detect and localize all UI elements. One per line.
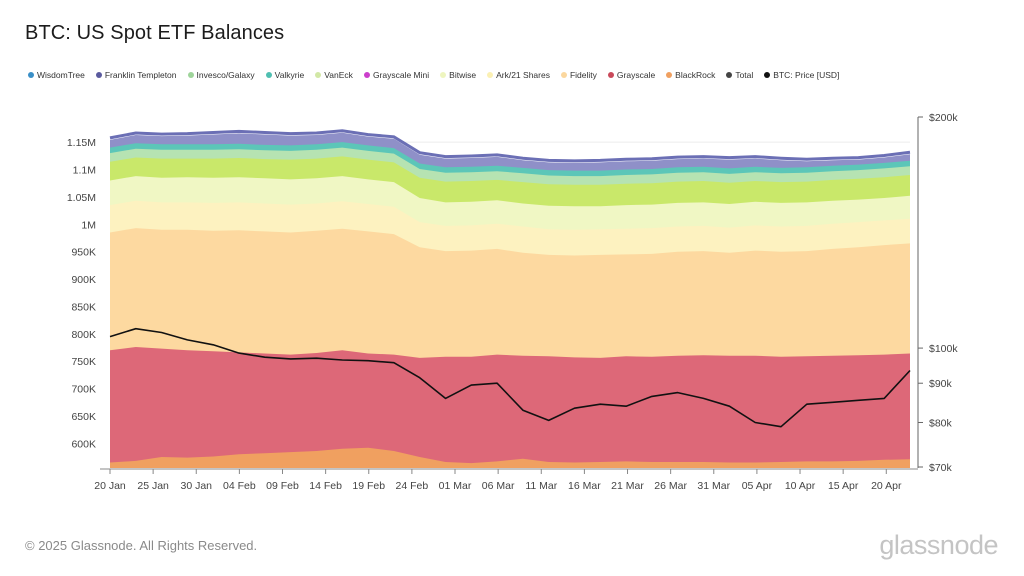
legend-dot: [764, 72, 771, 78]
legend-item[interactable]: Ark/21 Shares: [487, 70, 550, 80]
legend-item[interactable]: BlackRock: [666, 70, 715, 80]
legend-label: Franklin Templeton: [104, 70, 177, 80]
legend-dot: [607, 72, 614, 78]
y-left-tick-label: 850K: [71, 301, 96, 313]
legend-dot: [28, 72, 34, 78]
y-left-tick-label: 1M: [81, 219, 96, 231]
x-tick-label: 06 Mar: [482, 480, 515, 492]
legend-label: Valkyrie: [274, 70, 305, 80]
legend-item[interactable]: Invesco/Galaxy: [187, 70, 255, 80]
legend-label: BlackRock: [675, 70, 716, 80]
x-tick-label: 24 Feb: [396, 480, 429, 492]
y-axis-left: 600K 650K 700K 750K 800K 850K 900K 950K 1M 1.05M 1…: [67, 137, 96, 450]
legend-dot: [265, 72, 272, 78]
x-tick-label: 19 Feb: [352, 480, 385, 492]
x-tick-label: 20 Jan: [94, 480, 126, 492]
legend-dot: [560, 72, 567, 78]
x-axis: 20 Jan 25 Jan 30 Jan 04 Feb 09 Feb 14 Feb 19 F…: [94, 468, 918, 492]
legend-dot: [666, 72, 673, 78]
btc-price-line[interactable]: [109, 327, 911, 428]
legend-item[interactable]: VanEck: [315, 70, 353, 80]
legend-item[interactable]: Fidelity: [560, 70, 597, 80]
legend-item[interactable]: Total: [726, 70, 753, 80]
y-left-tick-label: 1.1M: [73, 165, 96, 177]
x-tick-label: 16 Mar: [568, 480, 601, 492]
y-right-tick-label: $80k: [929, 417, 953, 429]
legend-label: Grayscale: [616, 70, 656, 80]
copyright-text: © 2025 Glassnode. All Rights Reserved.: [25, 538, 258, 553]
x-tick-label: 20 Apr: [871, 480, 902, 492]
legend-item[interactable]: Bitwise: [440, 70, 476, 80]
legend-item[interactable]: Grayscale Mini: [363, 70, 430, 80]
stacked-areas: [109, 129, 911, 469]
x-tick-label: 30 Jan: [180, 480, 212, 492]
x-tick-label: 26 Mar: [654, 480, 687, 492]
legend-label: Ark/21 Shares: [496, 70, 550, 80]
legend-label: WisdomTree: [37, 70, 85, 80]
legend-label: BTC: Price [USD]: [773, 70, 840, 80]
legend-item[interactable]: Grayscale: [607, 70, 656, 80]
y-left-tick-label: 900K: [71, 274, 96, 286]
y-left-tick-label: 950K: [71, 247, 96, 259]
area-grayscale[interactable]: [110, 347, 910, 468]
x-tick-label: 05 Apr: [742, 480, 773, 492]
y-left-tick-label: 800K: [71, 329, 96, 341]
y-axis-right: $70k $80k $90k $100k $200k: [917, 112, 958, 474]
legend-item[interactable]: Valkyrie: [265, 70, 305, 80]
x-tick-label: 14 Feb: [309, 480, 342, 492]
y-left-tick-label: 1.05M: [67, 192, 96, 204]
y-right-tick-label: $90k: [929, 378, 953, 390]
legend-dot: [487, 72, 494, 78]
y-right-tick-label: $200k: [929, 112, 958, 124]
x-tick-label: 01 Mar: [439, 480, 472, 492]
legend-item[interactable]: WisdomTree: [28, 70, 85, 80]
area-blackrock[interactable]: [110, 447, 910, 468]
y-left-tick-label: 750K: [71, 356, 96, 368]
x-tick-label: 31 Mar: [697, 480, 730, 492]
x-tick-label: 04 Feb: [223, 480, 256, 492]
legend-dot: [726, 72, 733, 78]
total-line: [109, 129, 911, 163]
legend-dot: [363, 72, 370, 78]
y-left-tick-label: 1.15M: [67, 137, 96, 149]
chart-title: BTC: US Spot ETF Balances: [25, 22, 285, 44]
legend-dot: [95, 72, 102, 78]
x-tick-label: 09 Feb: [266, 480, 299, 492]
legend-item[interactable]: BTC: Price [USD]: [764, 70, 839, 80]
price-line: [109, 327, 911, 428]
legend-label: Bitwise: [449, 70, 477, 80]
x-tick-label: 15 Apr: [828, 480, 859, 492]
y-left-tick-label: 650K: [71, 411, 96, 423]
legend-dot: [315, 72, 322, 78]
x-tick-label: 11 Mar: [525, 480, 557, 492]
legend-label: Grayscale Mini: [372, 70, 430, 80]
y-right-tick-label: $100k: [929, 343, 958, 355]
y-left-tick-label: 700K: [71, 384, 96, 396]
legend-label: Fidelity: [569, 70, 597, 80]
brand-logo[interactable]: glassnode: [879, 530, 998, 560]
legend-label: Total: [735, 70, 754, 80]
legend-label: VanEck: [324, 70, 353, 80]
legend-dot: [440, 72, 447, 78]
legend-dot: [187, 72, 194, 78]
y-left-tick-label: 600K: [71, 438, 96, 450]
legend: WisdomTree Franklin Templeton Invesco/Gala…: [28, 70, 839, 80]
x-tick-label: 21 Mar: [611, 480, 644, 492]
x-tick-label: 25 Jan: [137, 480, 169, 492]
legend-label: Invesco/Galaxy: [196, 70, 255, 80]
legend-item[interactable]: Franklin Templeton: [95, 70, 177, 80]
x-tick-label: 10 Apr: [785, 480, 816, 492]
y-right-tick-label: $70k: [929, 462, 953, 474]
